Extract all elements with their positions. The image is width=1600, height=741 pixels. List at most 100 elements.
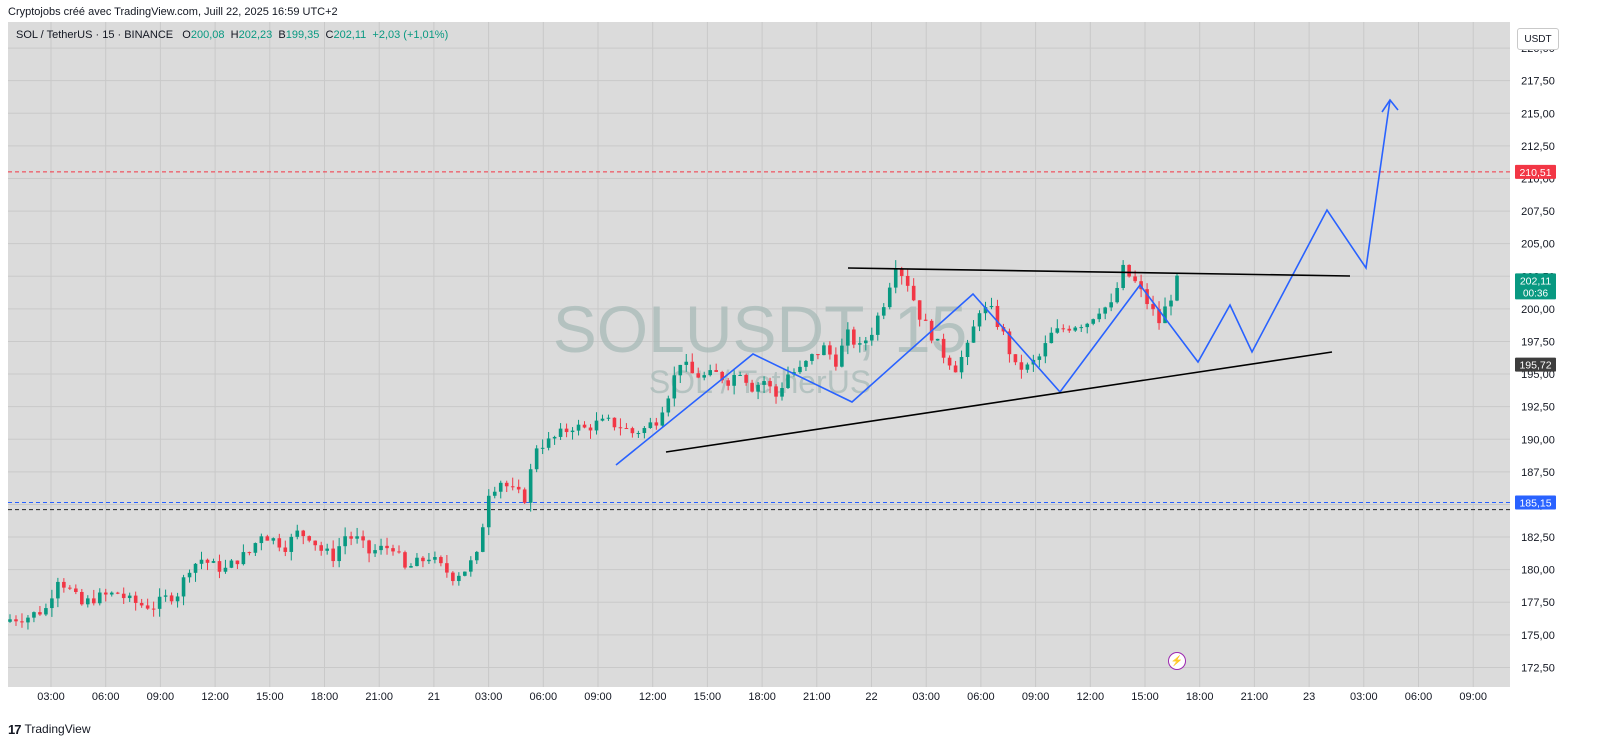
currency-button[interactable]: USDT xyxy=(1517,28,1559,50)
price-label-text: 202,11 xyxy=(1520,275,1551,287)
candle-body xyxy=(630,428,635,434)
candle-body xyxy=(636,433,641,435)
candle-body xyxy=(121,593,126,599)
price-tick-label: 217,50 xyxy=(1521,76,1555,88)
price-tick-label: 190,00 xyxy=(1521,434,1555,446)
candle-body xyxy=(50,598,54,609)
candle-body xyxy=(750,382,754,392)
candle-body xyxy=(289,536,294,552)
open-label: O xyxy=(182,29,191,41)
candle-body xyxy=(1037,356,1042,360)
candle-body xyxy=(1049,332,1054,344)
candle-body xyxy=(774,386,778,397)
symbol-name[interactable]: SOL / TetherUS · 15 · BINANCE xyxy=(16,29,174,41)
candle-body xyxy=(648,422,653,429)
lower-trendline xyxy=(665,351,1333,453)
time-tick-label: 12:00 xyxy=(639,691,667,703)
candle-body xyxy=(798,366,802,373)
candle-body xyxy=(486,495,491,528)
candle-body xyxy=(941,338,946,358)
time-tick-label: 22 xyxy=(865,691,877,703)
candle-body xyxy=(1157,309,1161,324)
candle-body xyxy=(588,427,593,431)
price-label-box xyxy=(1515,495,1556,510)
candle-body xyxy=(343,536,347,547)
candle-body xyxy=(786,374,790,389)
grid-lines xyxy=(8,22,1510,687)
candle-body xyxy=(684,361,689,365)
candle-body xyxy=(439,557,443,564)
bolt-icon[interactable]: ⚡ xyxy=(1168,652,1186,670)
time-tick-label: 21:00 xyxy=(365,691,393,703)
candle-body xyxy=(1061,328,1066,330)
candle-body xyxy=(91,598,96,604)
candle-body xyxy=(522,489,527,503)
candle-body xyxy=(235,560,240,565)
candle-body xyxy=(540,447,545,449)
candle-body xyxy=(618,427,623,429)
symbol-info-bar[interactable]: SOL / TetherUS · 15 · BINANCE O200,08 H2… xyxy=(16,29,448,41)
candle-body xyxy=(834,354,838,367)
candle-body xyxy=(1145,289,1149,305)
candle-body xyxy=(864,340,868,344)
candle-body xyxy=(899,269,904,276)
candle-body xyxy=(175,596,180,602)
time-axis[interactable] xyxy=(8,687,1510,717)
candle-body xyxy=(1091,319,1096,324)
candle-body xyxy=(86,598,90,605)
candle-body xyxy=(397,551,401,553)
candle-body xyxy=(1169,300,1173,307)
time-tick-label: 18:00 xyxy=(748,691,776,703)
time-tick-label: 06:00 xyxy=(92,691,120,703)
candle-body xyxy=(97,592,102,604)
candle-body xyxy=(1073,327,1078,331)
price-label-text: 195,72 xyxy=(1519,360,1551,372)
candle-body xyxy=(726,380,730,386)
candle-body xyxy=(241,552,246,565)
candle-body xyxy=(905,275,910,286)
price-label-text: 185,15 xyxy=(1519,497,1551,509)
candle-body xyxy=(259,536,264,544)
candle-body xyxy=(1103,307,1107,314)
price-tick-label: 205,00 xyxy=(1521,239,1555,251)
time-tick-label: 12:00 xyxy=(1077,691,1105,703)
time-tick-label: 15:00 xyxy=(1131,691,1159,703)
time-tick-label: 06:00 xyxy=(967,691,995,703)
candle-body xyxy=(14,619,18,622)
candle-body xyxy=(56,581,60,599)
candle-body xyxy=(1097,313,1101,320)
drawings xyxy=(615,98,1399,466)
candle-body xyxy=(457,575,461,582)
candle-body xyxy=(498,482,503,492)
candle-body xyxy=(911,285,916,301)
price-tick-label: 192,50 xyxy=(1521,402,1555,414)
upper-trendline xyxy=(847,267,1351,277)
time-tick-label: 09:00 xyxy=(1022,691,1050,703)
chart-plot-area[interactable] xyxy=(8,22,1510,687)
time-tick-label: 18:00 xyxy=(1186,691,1214,703)
time-tick-label: 15:00 xyxy=(256,691,284,703)
candle-body xyxy=(74,588,78,592)
candle-body xyxy=(32,612,36,618)
price-axis[interactable] xyxy=(1510,22,1600,687)
candle-body xyxy=(875,315,880,335)
candle-body xyxy=(1133,276,1137,282)
candle-body xyxy=(965,342,970,358)
candle-body xyxy=(672,375,677,399)
candle-body xyxy=(1013,354,1018,363)
candle-body xyxy=(379,545,383,551)
candle-body xyxy=(1175,275,1179,301)
time-tick-label: 03:00 xyxy=(1350,691,1378,703)
price-tick-label: 195,00 xyxy=(1521,369,1555,381)
candle-body xyxy=(642,428,647,434)
watermark-symbol: SOLUSDT, 15 xyxy=(553,292,968,366)
candle-body xyxy=(139,602,144,606)
candle-body xyxy=(409,566,413,568)
price-tick-label: 175,00 xyxy=(1521,630,1555,642)
price-tick-label: 215,00 xyxy=(1521,108,1555,120)
candle-body xyxy=(361,536,365,541)
candle-body xyxy=(810,354,814,361)
time-tick-label: 03:00 xyxy=(37,691,65,703)
time-tick-label: 15:00 xyxy=(694,691,722,703)
